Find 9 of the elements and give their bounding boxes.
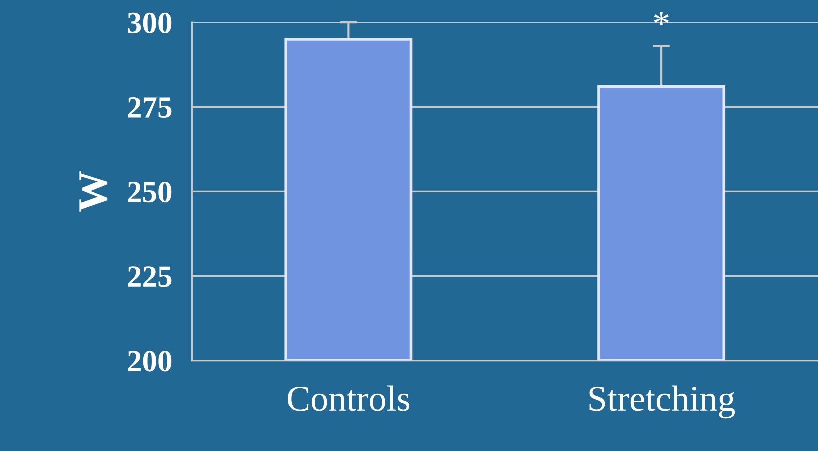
- x-tick-label: Controls: [288, 386, 410, 412]
- y-tick-label: 300: [128, 12, 172, 34]
- y-axis-title: W: [80, 171, 108, 212]
- y-tick-label: 275: [128, 97, 172, 118]
- y-tick-label: 200: [128, 351, 172, 372]
- y-tick-label: 225: [128, 266, 172, 288]
- y-tick-label: 250: [128, 182, 172, 203]
- annotation: *: [654, 12, 669, 26]
- x-tick-label: Stretching: [590, 386, 736, 419]
